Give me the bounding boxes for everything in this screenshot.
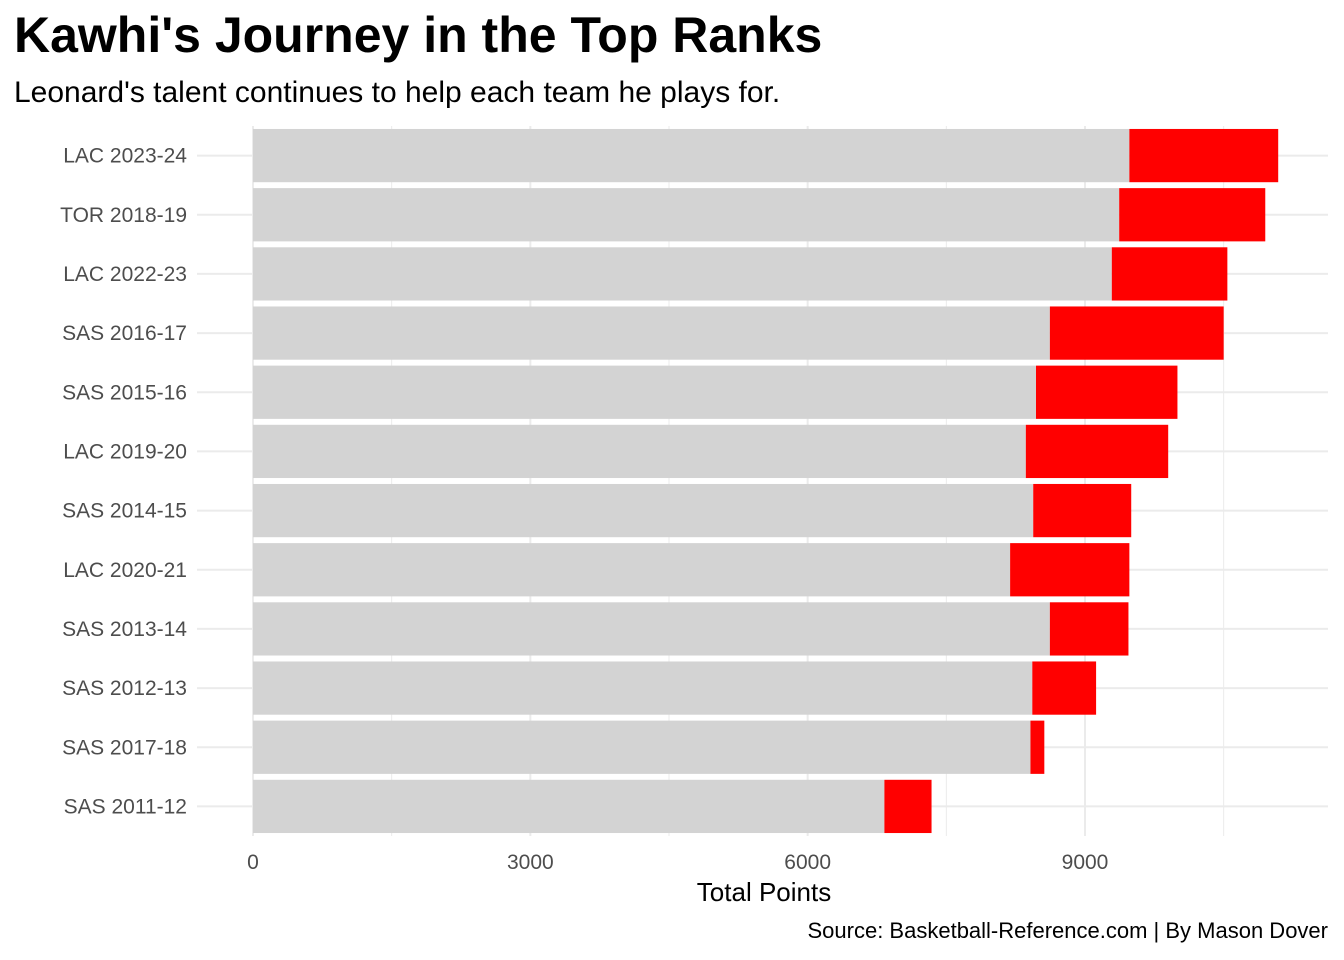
y-tick-label: SAS 2015-16: [62, 381, 187, 404]
bar-base: [253, 543, 1011, 597]
y-tick-label: LAC 2019-20: [63, 440, 187, 463]
y-tick-label: SAS 2012-13: [62, 677, 187, 700]
x-tick-label: 9000: [1062, 851, 1109, 874]
bar-base: [253, 306, 1050, 360]
bar-highlight: [1049, 602, 1129, 656]
y-tick-label: LAC 2020-21: [63, 559, 187, 582]
bar-highlight: [1030, 720, 1045, 774]
bar-highlight: [1119, 188, 1266, 242]
y-tick-label: TOR 2018-19: [60, 204, 187, 227]
bar-base: [253, 365, 1037, 419]
bar-highlight: [1010, 543, 1130, 597]
bar-highlight: [1111, 247, 1228, 301]
chart-title: Kawhi's Journey in the Top Ranks: [14, 7, 823, 63]
bar-highlight: [884, 779, 932, 834]
x-tick-label: 3000: [507, 851, 554, 874]
bar-base: [253, 720, 1031, 774]
chart-caption: Source: Basketball-Reference.com | By Ma…: [807, 918, 1329, 943]
x-tick-label: 6000: [784, 851, 831, 874]
chart-subtitle: Leonard's talent continues to help each …: [14, 76, 781, 109]
bar-highlight: [1129, 128, 1279, 183]
x-tick-labels: 0 3000 6000 9000: [247, 851, 1108, 874]
bar-highlight: [1033, 483, 1132, 538]
x-tick-label: 0: [247, 851, 259, 874]
bar-base: [253, 483, 1034, 538]
bars: [253, 128, 1279, 834]
y-tick-label: LAC 2022-23: [63, 263, 187, 286]
bar-base: [253, 661, 1033, 715]
bar-base: [253, 424, 1026, 479]
bar-highlight: [1025, 424, 1169, 479]
bar-base: [253, 779, 885, 834]
y-tick-labels: LAC 2023-24 TOR 2018-19 LAC 2022-23 SAS 201…: [60, 145, 187, 819]
y-tick-label: SAS 2016-17: [62, 322, 187, 345]
y-tick-label: SAS 2017-18: [62, 736, 187, 759]
y-tick-label: LAC 2023-24: [63, 145, 187, 168]
bar-base: [253, 602, 1050, 656]
y-tick-label: SAS 2011-12: [64, 795, 187, 818]
bar-highlight: [1049, 306, 1224, 360]
bar-highlight: [1032, 661, 1097, 715]
y-tick-label: SAS 2014-15: [62, 500, 187, 523]
x-axis-title: Total Points: [697, 877, 831, 907]
bar-highlight: [1036, 365, 1178, 419]
bar-base: [253, 188, 1120, 242]
bar-base: [253, 247, 1112, 301]
y-tick-label: SAS 2013-14: [62, 618, 187, 641]
bar-base: [253, 128, 1130, 183]
